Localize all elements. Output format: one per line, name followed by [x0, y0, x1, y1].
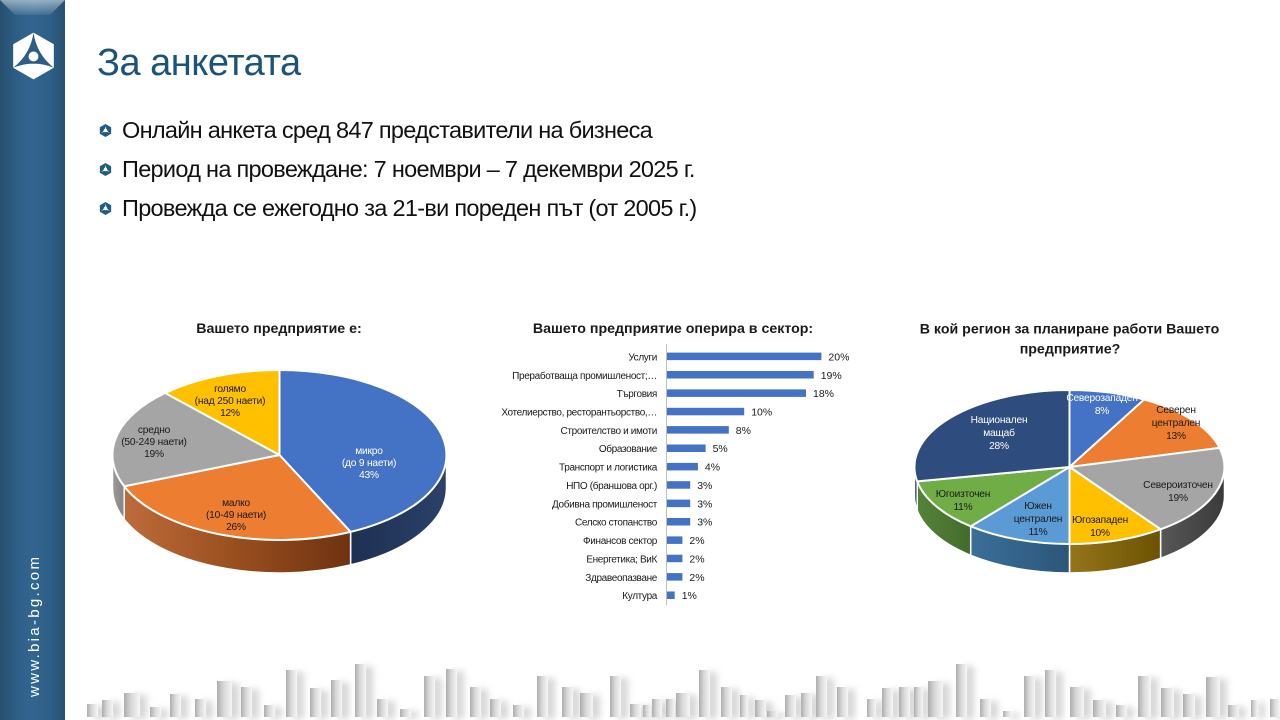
- svg-text:10%: 10%: [751, 407, 772, 419]
- svg-text:предприятие?: предприятие?: [1020, 342, 1121, 358]
- svg-text:Здравеопазване: Здравеопазване: [585, 573, 658, 584]
- svg-text:26%: 26%: [226, 522, 246, 533]
- svg-text:8%: 8%: [1095, 406, 1109, 417]
- svg-text:Образование: Образование: [599, 443, 658, 455]
- svg-text:мащаб: мащаб: [983, 427, 1015, 439]
- svg-text:13%: 13%: [1166, 431, 1186, 442]
- svg-text:1%: 1%: [682, 590, 697, 602]
- svg-text:8%: 8%: [736, 425, 751, 437]
- svg-text:Култура: Култура: [622, 591, 657, 602]
- svg-text:18%: 18%: [813, 388, 834, 400]
- svg-text:(50-249 наети): (50-249 наети): [121, 437, 187, 448]
- svg-text:Южен: Южен: [1024, 501, 1052, 512]
- svg-text:централен: централен: [1152, 418, 1200, 429]
- svg-text:Североизточен: Североизточен: [1143, 480, 1213, 491]
- svg-text:Вашето предприятие оперира в с: Вашето предприятие оперира в сектор:: [533, 321, 813, 337]
- svg-text:Северозападен: Северозападен: [1066, 393, 1137, 404]
- svg-text:Селско стопанство: Селско стопанство: [575, 518, 658, 529]
- svg-text:Услуги: Услуги: [628, 352, 657, 363]
- svg-text:средно: средно: [138, 425, 171, 436]
- svg-text:Преработваща промишленост;…: Преработваща промишленост;…: [512, 370, 657, 382]
- svg-text:микро: микро: [355, 446, 383, 457]
- svg-text:Хотелиерство, ресторантьорство: Хотелиерство, ресторантьорство,…: [501, 408, 657, 419]
- svg-text:Транспорт и логистика: Транспорт и логистика: [559, 463, 658, 474]
- svg-text:11%: 11%: [953, 502, 972, 513]
- svg-text:19%: 19%: [144, 449, 164, 460]
- svg-text:НПО (браншова орг.): НПО (браншова орг.): [566, 480, 657, 492]
- svg-text:Енергетика; ВиК: Енергетика; ВиК: [586, 555, 657, 566]
- svg-text:Национален: Национален: [971, 415, 1028, 426]
- svg-text:5%: 5%: [713, 443, 728, 455]
- svg-text:(над 250 наети): (над 250 наети): [195, 396, 266, 407]
- svg-text:2%: 2%: [689, 535, 704, 547]
- svg-text:19%: 19%: [821, 370, 842, 382]
- svg-text:4%: 4%: [705, 462, 720, 474]
- svg-text:Вашето предприятие е:: Вашето предприятие е:: [196, 321, 362, 337]
- svg-text:3%: 3%: [697, 517, 712, 529]
- svg-text:28%: 28%: [989, 441, 1009, 452]
- svg-text:Югозападен: Югозападен: [1072, 515, 1128, 526]
- svg-text:малко: малко: [222, 498, 250, 509]
- svg-text:43%: 43%: [359, 470, 379, 481]
- svg-text:Финансов сектор: Финансов сектор: [583, 536, 658, 547]
- svg-text:(10-49 наети): (10-49 наети): [206, 510, 266, 521]
- svg-text:голямо: голямо: [214, 384, 246, 395]
- svg-text:3%: 3%: [697, 480, 712, 492]
- svg-text:2%: 2%: [689, 572, 704, 584]
- svg-text:Добивна промишленост: Добивна промишленост: [552, 498, 658, 510]
- svg-text:2%: 2%: [689, 554, 704, 566]
- svg-text:Търговия: Търговия: [617, 389, 657, 400]
- svg-text:Северен: Северен: [1156, 405, 1196, 416]
- svg-text:В кой регион за планиране рабо: В кой регион за планиране работи Вашето: [920, 322, 1220, 338]
- svg-text:19%: 19%: [1168, 493, 1188, 504]
- svg-text:11%: 11%: [1028, 527, 1047, 538]
- svg-text:(до 9 наети): (до 9 наети): [342, 458, 396, 469]
- svg-text:Югоизточен: Югоизточен: [936, 489, 990, 500]
- svg-text:12%: 12%: [220, 408, 240, 419]
- svg-text:20%: 20%: [828, 351, 849, 363]
- svg-text:Строителство и имоти: Строителство и имоти: [561, 426, 658, 437]
- svg-text:централен: централен: [1014, 514, 1062, 525]
- svg-text:3%: 3%: [697, 498, 712, 510]
- svg-text:10%: 10%: [1090, 528, 1110, 539]
